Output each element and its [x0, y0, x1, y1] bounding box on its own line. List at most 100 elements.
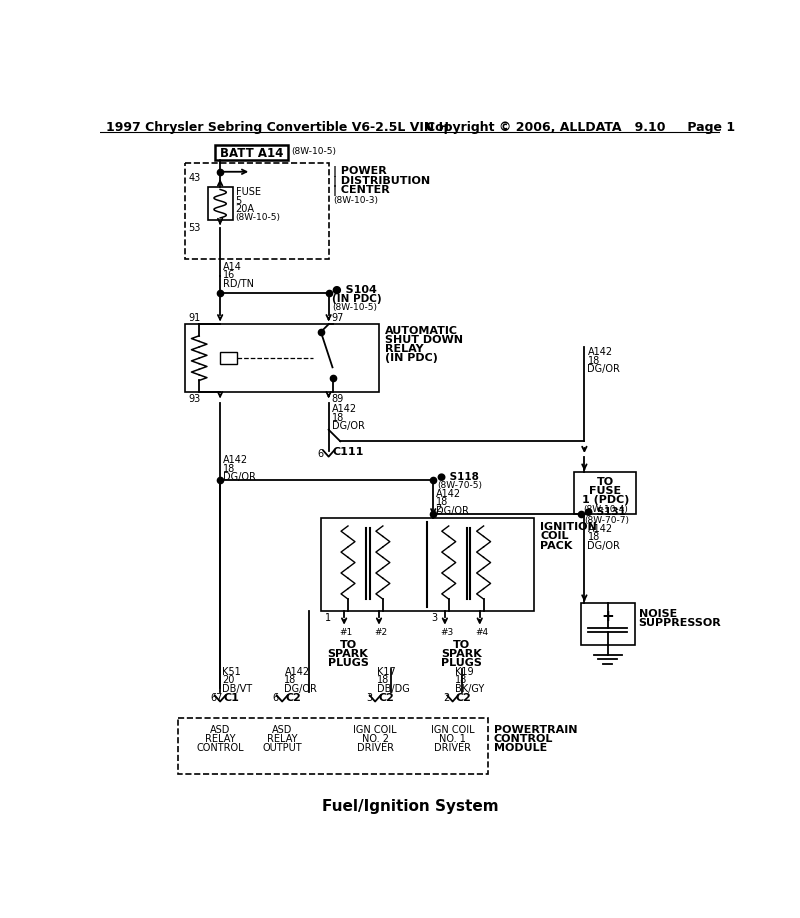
Text: +: + [602, 610, 614, 624]
Text: (8W-70-7): (8W-70-7) [584, 516, 630, 525]
Text: SPARK: SPARK [442, 649, 482, 659]
Text: (IN PDC): (IN PDC) [386, 353, 438, 364]
Text: SHUT DOWN: SHUT DOWN [386, 335, 463, 345]
Text: RD/TN: RD/TN [223, 279, 254, 289]
Text: 20: 20 [222, 676, 235, 686]
Bar [321, 519, 534, 610]
Text: 5: 5 [236, 196, 242, 206]
Text: CONTROL: CONTROL [196, 743, 244, 753]
Bar [220, 352, 237, 364]
Text: #2: #2 [374, 628, 387, 637]
Text: A14: A14 [223, 262, 242, 272]
Text: #3: #3 [440, 628, 454, 637]
Text: A142: A142 [436, 489, 462, 499]
Text: DRIVER: DRIVER [434, 743, 471, 753]
Text: DG/OR: DG/OR [285, 684, 318, 694]
Text: ● S104: ● S104 [333, 285, 378, 295]
Text: FUSE: FUSE [590, 486, 622, 496]
Text: | POWER: | POWER [334, 166, 387, 177]
Text: #4: #4 [475, 628, 488, 637]
Text: DB/VT: DB/VT [222, 684, 253, 694]
Text: A142: A142 [223, 455, 248, 465]
Text: 1: 1 [325, 613, 331, 623]
Text: | CENTER: | CENTER [334, 185, 390, 196]
Text: PLUGS: PLUGS [442, 658, 482, 668]
Text: 16: 16 [223, 270, 235, 280]
Text: AUTOMATIC: AUTOMATIC [386, 326, 458, 336]
Text: C2: C2 [286, 693, 301, 703]
Text: 67: 67 [211, 693, 223, 703]
Text: 18: 18 [378, 676, 390, 686]
Text: SUPPRESSOR: SUPPRESSOR [638, 619, 722, 628]
Text: SPARK: SPARK [328, 649, 368, 659]
Text: 18: 18 [455, 676, 467, 686]
Text: 93: 93 [188, 395, 201, 404]
Text: 2: 2 [443, 693, 450, 703]
Text: IGN COIL: IGN COIL [354, 724, 397, 734]
Text: CONTROL: CONTROL [494, 733, 553, 744]
Text: 18: 18 [285, 676, 297, 686]
Bar [581, 603, 634, 645]
Text: A142: A142 [285, 666, 310, 677]
Text: 18: 18 [223, 464, 235, 474]
Text: 89: 89 [332, 395, 344, 404]
Text: FUSE: FUSE [236, 187, 261, 197]
Text: BATT A14: BATT A14 [220, 147, 283, 160]
Text: K51: K51 [222, 666, 242, 677]
Text: COIL: COIL [540, 532, 569, 542]
Text: K19: K19 [455, 666, 474, 677]
Text: PACK: PACK [540, 541, 573, 551]
Text: Fuel/Ignition System: Fuel/Ignition System [322, 800, 498, 814]
Text: 3: 3 [431, 613, 437, 623]
Text: MODULE: MODULE [494, 743, 547, 753]
Text: DRIVER: DRIVER [357, 743, 394, 753]
Text: (8W-70-5): (8W-70-5) [437, 481, 482, 490]
Text: 97: 97 [332, 313, 344, 323]
Text: 43: 43 [188, 174, 201, 184]
Text: IGN COIL: IGN COIL [431, 724, 474, 734]
Text: #1: #1 [339, 628, 353, 637]
Text: 18: 18 [587, 532, 600, 543]
Text: (8W-10-5): (8W-10-5) [236, 213, 281, 221]
Text: 6: 6 [318, 449, 324, 459]
Text: K17: K17 [378, 666, 396, 677]
Text: NOISE: NOISE [638, 610, 677, 619]
Bar [214, 145, 288, 161]
Text: ● S118: ● S118 [437, 472, 479, 482]
Text: 3: 3 [366, 693, 372, 703]
Bar [574, 472, 636, 514]
Text: BK/GY: BK/GY [455, 684, 484, 694]
Text: A142: A142 [587, 347, 613, 357]
Text: NO. 1: NO. 1 [439, 733, 466, 744]
Text: TO: TO [597, 476, 614, 487]
Text: RELAY: RELAY [386, 344, 424, 354]
Text: 18: 18 [436, 498, 449, 508]
Text: 20A: 20A [236, 204, 254, 214]
Text: 6: 6 [273, 693, 279, 703]
Text: C111: C111 [333, 447, 364, 457]
Text: 18: 18 [332, 413, 344, 423]
Text: DG/OR: DG/OR [587, 364, 620, 375]
Text: NO. 2: NO. 2 [362, 733, 389, 744]
Text: TO: TO [454, 640, 470, 650]
Text: (8W-10-4): (8W-10-4) [583, 505, 628, 514]
Text: DG/OR: DG/OR [436, 506, 470, 516]
Text: 53: 53 [188, 223, 201, 233]
Text: 1997 Chrysler Sebring Convertible V6-2.5L VIN H: 1997 Chrysler Sebring Convertible V6-2.5… [106, 121, 450, 134]
Text: 18: 18 [587, 356, 600, 365]
Text: A142: A142 [332, 404, 357, 414]
Text: ASD: ASD [272, 724, 292, 734]
Text: (8W-10-3): (8W-10-3) [334, 196, 378, 205]
Bar [178, 719, 487, 774]
Text: (IN PDC): (IN PDC) [333, 294, 382, 304]
Text: TO: TO [339, 640, 357, 650]
Text: 1 (PDC): 1 (PDC) [582, 495, 629, 505]
Text: 91: 91 [188, 313, 201, 323]
Text: IGNITION: IGNITION [540, 522, 597, 532]
Text: C1: C1 [223, 693, 239, 703]
Text: DB/DG: DB/DG [378, 684, 410, 694]
Text: (8W-10-5): (8W-10-5) [291, 147, 337, 156]
Text: Copyright © 2006, ALLDATA   9.10     Page 1: Copyright © 2006, ALLDATA 9.10 Page 1 [426, 121, 734, 134]
Bar [208, 187, 233, 220]
Text: ● S131: ● S131 [584, 507, 626, 517]
